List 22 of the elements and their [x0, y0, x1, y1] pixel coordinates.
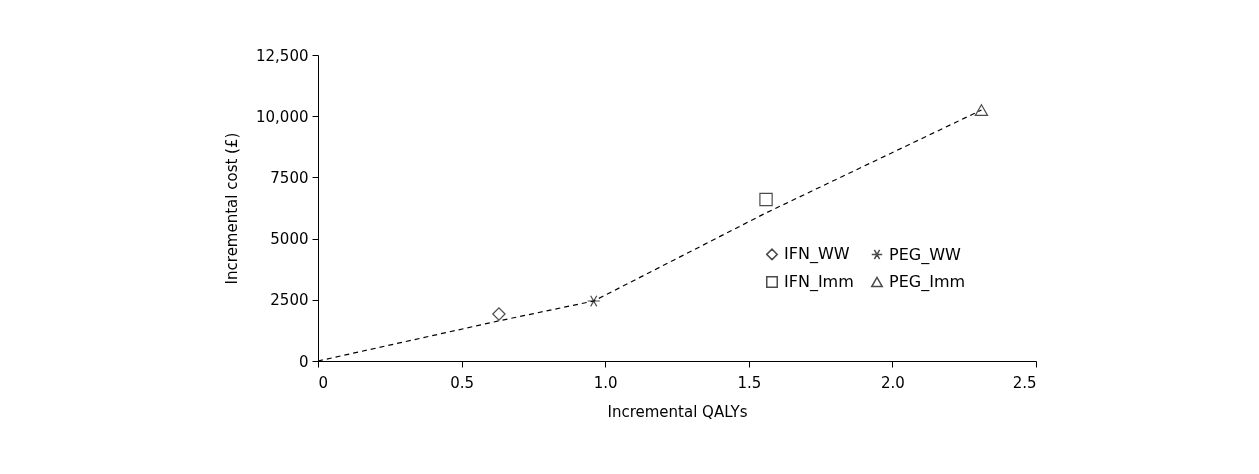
y-tick-label: 2500 — [270, 291, 309, 310]
x-axis-title: Incremental QALYs — [607, 402, 748, 421]
x-tick-label: 1.0 — [593, 373, 618, 392]
legend-label: IFN_WW — [784, 244, 850, 265]
legend-label: IFN_Imm — [784, 272, 854, 292]
legend-label: PEG_Imm — [889, 272, 966, 292]
x-tick-label: 1.5 — [737, 373, 762, 392]
x-tick-label: 0.5 — [450, 373, 475, 392]
point — [492, 307, 506, 321]
point — [586, 295, 601, 307]
point — [759, 192, 773, 207]
y-tick-label: 10,000 — [256, 107, 309, 126]
x-tick-label: 2.0 — [880, 373, 905, 392]
y-tick-label: 5000 — [270, 230, 309, 249]
y-tick-label: 0 — [298, 352, 309, 371]
x-tick-label: 2.5 — [1012, 373, 1037, 392]
y-axis-title: Incremental cost (£) — [223, 132, 242, 285]
y-tick-label: 7500 — [270, 168, 309, 187]
point — [974, 104, 989, 116]
x-tick-label: 0 — [318, 373, 329, 392]
legend-label: PEG_WW — [889, 244, 961, 265]
y-tick-label: 12,500 — [256, 46, 309, 65]
